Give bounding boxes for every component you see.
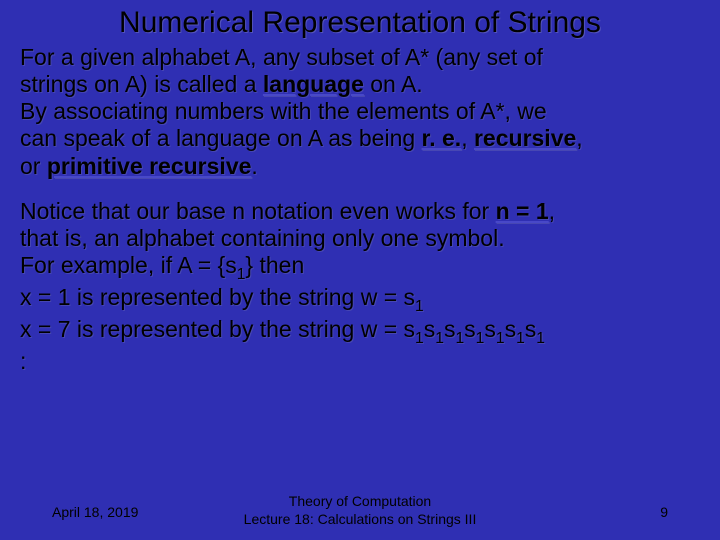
text: For example, if A = {s [20, 252, 237, 278]
subscript: 1 [476, 330, 485, 347]
term-language: language [263, 71, 364, 97]
term-re: r. e. [422, 125, 462, 151]
text: : [20, 348, 26, 374]
text: , [549, 198, 555, 224]
text: . [251, 153, 257, 179]
subscript: 1 [415, 330, 424, 347]
slide-title: Numerical Representation of Strings [0, 0, 720, 42]
slide: Numerical Representation of Strings For … [0, 0, 720, 540]
text: For a given alphabet A, any subset of A*… [20, 44, 543, 70]
subscript: 1 [415, 298, 424, 315]
term-n-equals-1: n = 1 [496, 198, 549, 224]
text: , [576, 125, 582, 151]
paragraph-2: Notice that our base n notation even wor… [0, 198, 720, 376]
text: , [461, 125, 474, 151]
paragraph-1: For a given alphabet A, any subset of A*… [0, 44, 720, 180]
text: s [525, 316, 537, 342]
footer: April 18, 2019 Theory of Computation Lec… [0, 493, 720, 528]
text: s [464, 316, 476, 342]
text: Notice that our base n notation even wor… [20, 198, 496, 224]
text: that is, an alphabet containing only one… [20, 225, 505, 251]
subscript: 1 [516, 330, 525, 347]
text: strings on A) is called a [20, 71, 263, 97]
footer-page-number: 9 [660, 504, 668, 520]
text: s [424, 316, 436, 342]
text: or [20, 153, 47, 179]
footer-date: April 18, 2019 [52, 504, 138, 520]
term-recursive: recursive [474, 125, 576, 151]
text: can speak of a language on A as being [20, 125, 422, 151]
term-primitive-recursive: primitive recursive [47, 153, 252, 179]
subscript: 1 [536, 330, 545, 347]
text: s [444, 316, 456, 342]
subscript: 1 [496, 330, 505, 347]
footer-line2: Lecture 18: Calculations on Strings III [244, 511, 477, 527]
footer-line1: Theory of Computation [289, 493, 431, 509]
subscript: 1 [455, 330, 464, 347]
footer-title: Theory of Computation Lecture 18: Calcul… [52, 493, 668, 528]
text: By associating numbers with the elements… [20, 98, 547, 124]
text: on A. [364, 71, 423, 97]
subscript: 1 [435, 330, 444, 347]
text: s [505, 316, 517, 342]
text: x = 7 is represented by the string w = s [20, 316, 415, 342]
text: } then [245, 252, 304, 278]
text: x = 1 is represented by the string w = s [20, 284, 415, 310]
subscript: 1 [237, 266, 246, 283]
text: s [484, 316, 496, 342]
